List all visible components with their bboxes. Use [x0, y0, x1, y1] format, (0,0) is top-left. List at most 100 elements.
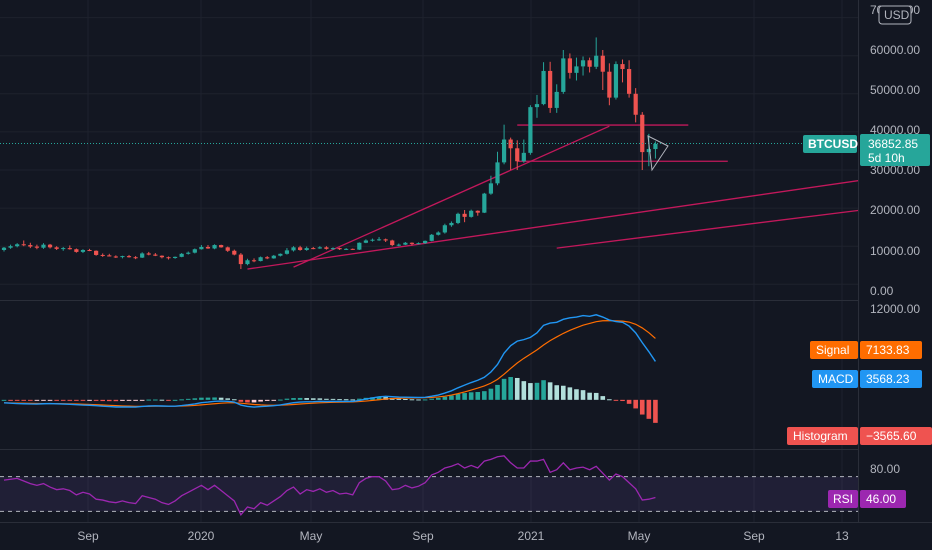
candle-body	[284, 250, 290, 254]
histogram-bar	[593, 392, 599, 400]
candle-body	[640, 114, 645, 153]
rsi-band-fill	[0, 476, 858, 512]
candle-body	[192, 249, 197, 253]
candle-body	[495, 162, 500, 184]
histogram-bar	[205, 397, 211, 400]
histogram-tag-value: −3565.60	[866, 429, 917, 443]
candle-body	[501, 139, 507, 163]
histogram-bar	[626, 399, 632, 404]
candle-body	[344, 248, 349, 250]
candle-body	[61, 248, 66, 250]
time-label: 2021	[518, 529, 545, 543]
candle-body	[548, 70, 553, 108]
grid-lines	[0, 0, 858, 522]
histogram-bar	[100, 399, 105, 402]
histogram-bar	[133, 399, 138, 401]
time-axis[interactable]	[0, 522, 932, 550]
candle-body	[179, 253, 184, 257]
histogram-bar	[324, 398, 329, 400]
histogram-bar	[304, 398, 309, 400]
candle-body	[1, 247, 7, 250]
countdown-value: 5d 10h	[868, 151, 905, 165]
histogram-bar	[87, 399, 92, 401]
histogram-bar	[409, 399, 415, 401]
price-tick: 40000.00	[870, 123, 920, 137]
candle-body	[94, 250, 99, 255]
candle-body	[265, 257, 270, 259]
histogram-bar	[330, 398, 336, 400]
price-tick-labels: 70000.00 60000.00 50000.00 40000.00 3000…	[870, 3, 920, 476]
candle-body	[613, 64, 619, 98]
price-tick: 10000.00	[870, 244, 920, 258]
histogram-bar	[455, 394, 461, 400]
histogram-bar	[574, 389, 579, 400]
candle-body	[205, 246, 211, 249]
histogram-bar	[607, 399, 612, 401]
time-label: May	[628, 529, 651, 543]
histogram-bar	[212, 397, 217, 400]
histogram-bar	[403, 398, 408, 400]
candle-body	[390, 240, 395, 246]
histogram-tag-label: Histogram	[793, 429, 848, 443]
trendline	[293, 125, 610, 268]
rsi-line	[3, 455, 656, 516]
histogram-bar	[232, 399, 237, 401]
candle-body	[574, 66, 579, 73]
candle-body	[298, 247, 303, 250]
macd-tag-value: 3568.23	[866, 372, 910, 386]
candle-body	[442, 225, 447, 233]
candle-body	[140, 253, 145, 258]
histogram-bar	[120, 399, 125, 401]
histogram-bar	[337, 399, 342, 401]
histogram-bar	[199, 397, 204, 400]
currency-label: USD	[884, 8, 910, 22]
candle-body	[350, 248, 355, 250]
candle-body	[278, 253, 283, 256]
candle-body	[317, 247, 322, 249]
candle-body	[600, 55, 605, 72]
candle-body	[376, 239, 382, 241]
rsi-tag: RSI 46.00	[828, 490, 906, 508]
histogram-bar	[60, 399, 66, 401]
histogram-bar	[442, 396, 448, 400]
histogram-bar	[218, 397, 224, 400]
histogram-bar	[310, 398, 316, 400]
histogram-bar	[462, 393, 467, 400]
candle-body	[166, 257, 171, 259]
histogram-bar	[271, 399, 277, 401]
histogram-bar	[166, 399, 171, 401]
candle-body	[258, 257, 263, 262]
histogram-bar	[429, 398, 434, 400]
histogram-bar	[126, 399, 132, 401]
signal-tag: Signal 7133.83	[810, 341, 922, 359]
histogram-bar	[278, 399, 283, 401]
histogram-bar	[80, 399, 86, 401]
histogram-bar	[14, 399, 20, 401]
histogram-bar	[185, 398, 191, 400]
histogram-bar	[396, 398, 402, 400]
candle-body	[416, 243, 421, 245]
candle-body	[567, 58, 572, 73]
candle-body	[475, 210, 480, 213]
histogram-bar	[146, 399, 152, 401]
candle-body	[54, 247, 59, 249]
candle-body	[488, 183, 494, 194]
candle-body	[627, 69, 632, 94]
candle-body	[271, 255, 276, 259]
histogram-bar	[482, 391, 487, 400]
rsi-tag-value: 46.00	[866, 492, 896, 506]
triangle-pattern	[647, 135, 669, 172]
candle-body	[633, 93, 638, 115]
histogram-bar	[153, 399, 158, 401]
macd-tick: 12000.00	[870, 302, 920, 316]
currency-button[interactable]: USD	[878, 5, 912, 25]
histogram-bar	[488, 388, 494, 400]
candle-body	[561, 58, 566, 92]
candle-body	[107, 255, 112, 257]
candle-body	[429, 234, 434, 241]
candle-body	[403, 242, 408, 245]
histogram-bar	[113, 399, 119, 402]
candle-body	[469, 210, 474, 217]
